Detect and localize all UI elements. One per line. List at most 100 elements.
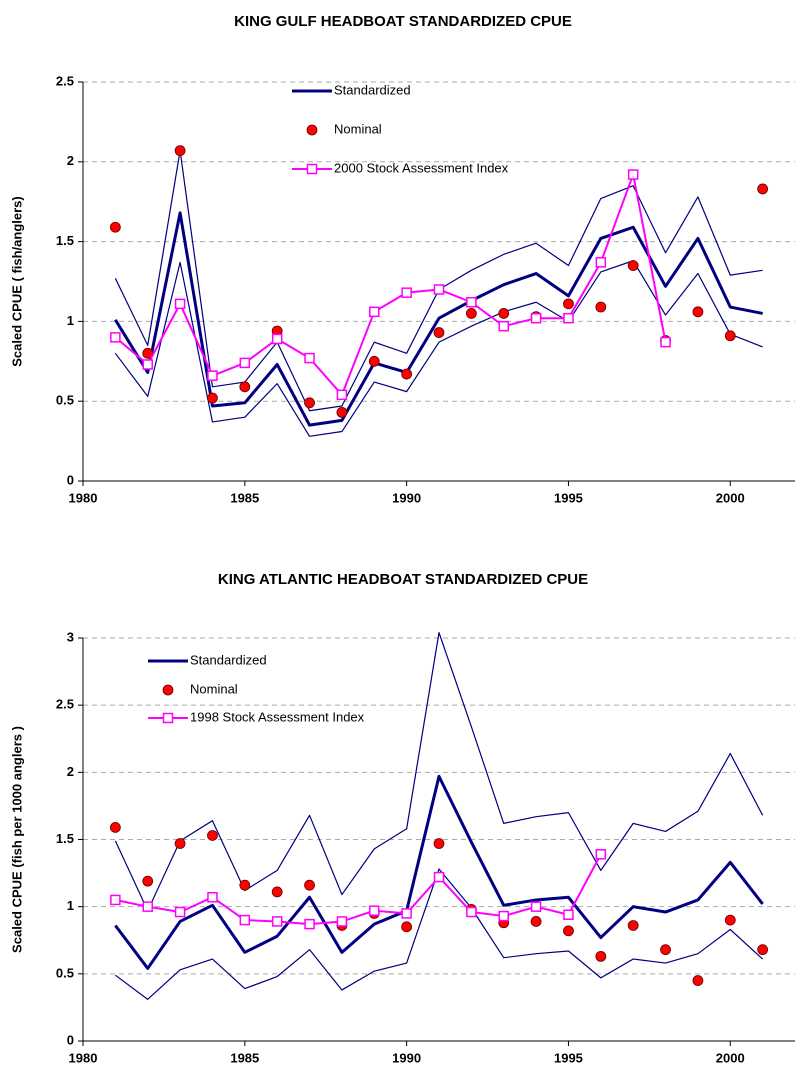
dot-marker xyxy=(239,879,251,891)
dot-marker xyxy=(109,221,121,233)
square-marker xyxy=(142,359,153,370)
chart-title: KING ATLANTIC HEADBOAT STANDARDIZED CPUE xyxy=(218,571,588,588)
square-marker xyxy=(110,894,121,906)
x-tick-label: 1995 xyxy=(554,490,583,505)
square-marker xyxy=(207,892,218,903)
dot-marker xyxy=(304,879,315,891)
dot-marker xyxy=(692,975,704,986)
square-marker xyxy=(466,906,477,918)
y-tick-label: 0.5 xyxy=(56,965,74,980)
chart: KING GULF HEADBOAT STANDARDIZED CPUE Scal… xyxy=(9,13,795,505)
square-marker xyxy=(660,336,671,348)
dot-marker xyxy=(401,921,413,933)
dot-marker xyxy=(660,944,671,956)
square-marker xyxy=(110,332,121,343)
dot-marker xyxy=(465,308,477,319)
y-tick-label: 2 xyxy=(67,764,74,779)
square-marker xyxy=(271,333,283,345)
dot-marker xyxy=(595,301,607,313)
legend-label: Nominal xyxy=(334,121,382,136)
x-tick-label: 1985 xyxy=(230,490,259,505)
dot-marker xyxy=(109,822,121,833)
square-marker xyxy=(530,312,542,324)
series-line xyxy=(114,260,763,437)
legend-label: Nominal xyxy=(190,681,238,696)
legend-symbol xyxy=(162,684,174,696)
square-marker xyxy=(369,306,380,318)
square-marker xyxy=(530,901,542,912)
dot-marker xyxy=(757,183,769,195)
dot-marker xyxy=(401,368,413,380)
square-marker xyxy=(595,849,607,860)
dot-marker xyxy=(207,830,218,841)
square-marker xyxy=(563,312,574,324)
x-tick-label: 1980 xyxy=(69,490,98,505)
x-tick-label: 1990 xyxy=(392,490,421,505)
square-marker xyxy=(563,909,574,920)
dot-marker xyxy=(433,838,445,849)
dot-marker xyxy=(563,298,574,310)
square-marker xyxy=(498,320,509,332)
legend-label: Standardized xyxy=(190,652,267,667)
x-tick-label: 2000 xyxy=(716,1050,745,1065)
dot-marker xyxy=(368,355,380,367)
y-tick-label: 2 xyxy=(67,153,74,168)
dot-marker xyxy=(627,260,639,271)
legend-symbol xyxy=(162,712,174,724)
square-marker xyxy=(207,370,218,381)
square-marker xyxy=(401,908,412,919)
x-tick-label: 1995 xyxy=(554,1050,583,1065)
square-marker xyxy=(174,906,186,918)
square-marker xyxy=(239,357,251,369)
square-marker xyxy=(401,287,412,298)
square-marker xyxy=(498,910,509,922)
dot-marker xyxy=(627,920,639,931)
dot-marker xyxy=(207,392,218,404)
dot-marker xyxy=(757,944,769,956)
dot-marker xyxy=(271,886,283,898)
square-marker xyxy=(433,284,445,295)
y-tick-label: 3 xyxy=(67,629,74,644)
dot-marker xyxy=(239,381,251,393)
y-tick-label: 1 xyxy=(67,313,74,328)
dot-marker xyxy=(174,838,186,849)
y-tick-label: 2.5 xyxy=(56,73,74,88)
dot-marker xyxy=(724,914,736,926)
series-line xyxy=(115,868,764,1000)
legend-symbol xyxy=(306,163,318,175)
square-marker xyxy=(271,916,283,927)
square-marker xyxy=(466,296,477,308)
chart-title: KING GULF HEADBOAT STANDARDIZED CPUE xyxy=(234,13,572,30)
dot-marker xyxy=(692,306,704,318)
series-line xyxy=(114,774,764,970)
square-marker xyxy=(142,901,153,912)
y-tick-label: 0 xyxy=(67,1032,74,1047)
dot-marker xyxy=(433,327,445,338)
y-axis-label: Scaled CPUE (fish per 1000 anglers ) xyxy=(9,726,24,953)
series-line xyxy=(114,632,764,912)
y-tick-label: 1.5 xyxy=(56,831,74,846)
y-tick-label: 0.5 xyxy=(56,393,74,408)
x-tick-label: 1990 xyxy=(392,1050,421,1065)
square-marker xyxy=(336,389,348,401)
dot-marker xyxy=(724,330,736,342)
square-marker xyxy=(369,905,380,916)
x-tick-label: 2000 xyxy=(716,490,745,505)
dot-marker xyxy=(336,406,348,418)
square-marker xyxy=(595,257,607,268)
y-axis-label: Scaled CPUE ( fish/anglers) xyxy=(9,196,24,367)
square-marker xyxy=(627,169,639,180)
dot-marker xyxy=(174,145,186,157)
y-tick-label: 1 xyxy=(67,898,74,913)
x-tick-label: 1980 xyxy=(69,1050,98,1065)
legend-symbol xyxy=(306,124,318,136)
dot-marker xyxy=(530,916,542,927)
series-line xyxy=(114,173,667,396)
square-marker xyxy=(174,298,186,310)
y-tick-label: 2.5 xyxy=(56,697,74,712)
dot-marker xyxy=(595,950,607,962)
series-line xyxy=(114,211,763,427)
dot-marker xyxy=(563,925,574,937)
chart: KING ATLANTIC HEADBOAT STANDARDIZED CPUE… xyxy=(9,571,795,1065)
